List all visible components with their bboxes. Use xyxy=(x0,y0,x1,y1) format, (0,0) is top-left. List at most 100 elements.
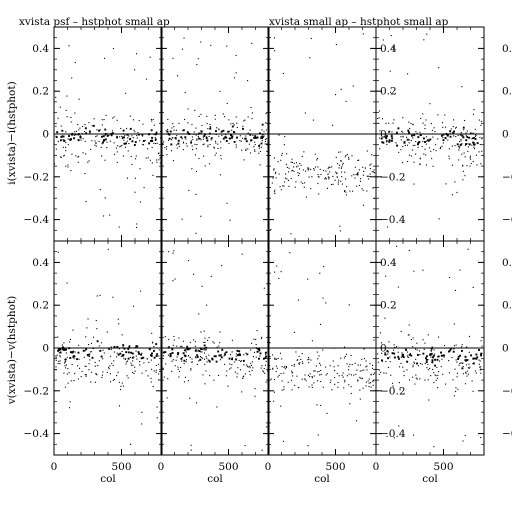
data-point xyxy=(400,139,402,141)
data-point xyxy=(74,131,76,133)
data-point xyxy=(134,191,136,193)
data-point xyxy=(134,131,136,133)
data-point xyxy=(480,436,482,439)
data-point xyxy=(113,142,115,144)
data-point xyxy=(417,146,419,148)
data-point xyxy=(324,178,326,180)
data-point xyxy=(369,164,371,166)
data-point xyxy=(467,150,469,153)
data-point xyxy=(343,346,346,348)
data-point xyxy=(195,148,197,150)
data-point xyxy=(317,166,319,168)
data-point xyxy=(65,364,67,366)
data-point xyxy=(138,352,141,355)
data-point xyxy=(245,148,247,150)
data-point xyxy=(152,174,154,176)
data-point xyxy=(142,143,144,145)
data-point xyxy=(104,128,107,131)
data-point xyxy=(479,369,481,371)
data-point xyxy=(200,331,202,333)
data-point xyxy=(127,351,130,354)
data-point xyxy=(343,357,345,359)
data-point xyxy=(172,280,174,282)
data-point xyxy=(95,373,97,375)
data-point xyxy=(113,351,115,353)
data-point xyxy=(182,352,185,355)
data-point xyxy=(125,358,127,360)
data-point xyxy=(172,160,175,162)
data-point xyxy=(302,169,304,171)
data-point xyxy=(311,377,313,379)
data-point xyxy=(116,352,118,354)
data-point xyxy=(116,161,118,163)
data-point xyxy=(69,357,72,359)
data-point xyxy=(449,276,451,279)
data-point xyxy=(274,172,277,174)
data-point xyxy=(472,390,474,392)
data-point xyxy=(88,353,91,356)
data-point xyxy=(442,142,444,144)
data-point xyxy=(195,127,197,129)
data-point xyxy=(467,373,469,375)
data-point xyxy=(263,131,265,133)
data-point xyxy=(280,405,282,407)
data-point xyxy=(250,364,253,367)
data-point xyxy=(274,357,276,359)
data-point xyxy=(89,359,91,361)
data-point xyxy=(85,132,88,135)
data-point xyxy=(349,363,351,365)
data-point xyxy=(264,351,267,354)
data-point xyxy=(263,368,265,370)
data-point xyxy=(59,351,62,354)
data-point xyxy=(425,164,428,166)
data-point xyxy=(185,361,187,363)
data-point xyxy=(470,162,472,165)
data-point xyxy=(204,383,206,385)
data-point xyxy=(334,377,336,379)
data-point xyxy=(259,355,261,357)
data-point xyxy=(217,147,219,150)
data-point xyxy=(101,155,103,157)
data-point xyxy=(457,134,459,136)
data-point xyxy=(466,136,469,138)
data-point xyxy=(349,403,351,405)
data-point xyxy=(119,136,121,138)
data-point xyxy=(127,360,129,362)
data-point xyxy=(88,130,91,133)
data-point xyxy=(413,161,415,163)
data-point xyxy=(209,375,211,377)
data-point xyxy=(113,116,115,118)
data-point xyxy=(116,356,118,358)
data-point xyxy=(224,363,226,365)
data-point xyxy=(396,144,399,147)
data-point xyxy=(104,159,106,161)
panel-v-1 xyxy=(53,240,163,456)
panel-i-2 xyxy=(160,26,270,242)
data-point xyxy=(324,177,327,179)
data-point xyxy=(84,127,87,130)
data-point xyxy=(468,351,470,353)
data-point xyxy=(259,352,262,355)
data-point xyxy=(400,362,402,364)
data-point xyxy=(217,143,219,145)
data-point xyxy=(298,362,300,364)
data-point xyxy=(112,117,114,119)
data-point xyxy=(301,155,303,158)
data-point xyxy=(412,376,414,378)
data-point xyxy=(381,118,384,120)
data-point xyxy=(283,372,285,374)
data-point xyxy=(65,348,67,351)
data-point xyxy=(309,57,311,59)
data-point xyxy=(319,374,321,376)
data-point xyxy=(297,386,299,389)
data-point xyxy=(184,376,187,378)
data-point xyxy=(106,141,108,143)
data-point xyxy=(455,344,457,346)
data-point xyxy=(302,182,304,185)
y-tick-label: 0.2 xyxy=(32,300,49,312)
data-point xyxy=(193,339,195,341)
data-point xyxy=(472,137,475,140)
data-point xyxy=(465,360,467,363)
data-point xyxy=(458,141,461,143)
